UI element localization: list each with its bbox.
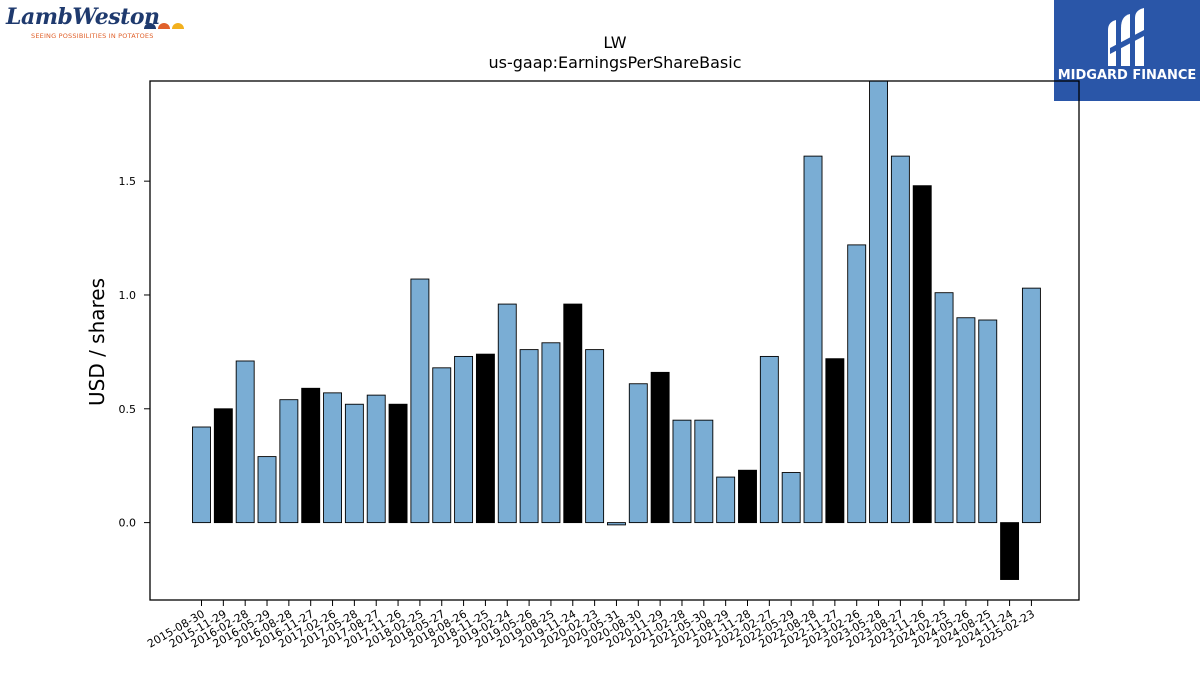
bar-2022-02-27 [759,355,779,524]
bar-2018-08-26 [454,355,474,524]
chart-subtitle: us-gaap:EarningsPerShareBasic [488,53,741,72]
bar-2018-11-25 [475,353,495,524]
bar-2025-02-23 [1021,287,1041,524]
lambweston-tagline: SEEING POSSIBILITIES IN POTATOES [31,32,154,40]
bar-2015-08-30 [192,426,211,524]
bar-2016-08-28 [279,399,299,524]
bars-group [192,80,1041,580]
bar-2019-05-26 [519,349,539,524]
midgard-mark-icon [1108,8,1144,66]
bar-2022-05-29 [781,472,801,524]
bar-2024-11-24 [1000,522,1020,580]
y-tick-label: 1.0 [119,289,137,302]
bar-2022-11-27 [825,358,845,524]
midgard-finance-wordmark: MIDGARD FINANCE [1057,68,1197,83]
potato-dots-icon [144,23,184,29]
x-ticks-group: 2015-08-302015-11-292016-02-282016-05-29… [145,600,1037,651]
lambweston-wordmark: LambWeston [6,4,160,30]
bar-2017-05-28 [344,403,364,524]
bar-2018-05-27 [432,367,452,524]
bar-2019-02-24 [497,303,517,524]
bar-2017-08-27 [366,394,386,524]
bar-2017-02-26 [323,392,342,524]
bar-2023-02-26 [847,244,867,524]
bar-2024-08-25 [978,319,998,524]
bar-2020-02-23 [585,349,605,524]
bar-2023-11-26 [912,185,932,524]
bar-2020-11-29 [650,371,670,524]
midgard-finance-logo: MIDGARD FINANCE [1054,0,1200,101]
bar-2018-02-25 [410,278,430,524]
bar-2019-11-24 [563,303,583,524]
lambweston-logo: LambWeston SEEING POSSIBILITIES IN POTAT… [4,4,189,44]
bar-2021-05-30 [694,419,714,524]
bar-2024-02-25 [934,292,954,524]
y-tick-label: 0.0 [119,517,137,530]
bar-2022-08-28 [803,155,823,524]
bar-2016-11-27 [301,387,321,524]
bar-2023-08-27 [890,155,910,524]
plot-frame [149,80,1080,601]
y-axis-label: USD / shares [85,278,109,406]
bar-2021-02-28 [672,419,692,524]
bar-2023-05-28 [869,80,888,524]
y-tick-label: 0.5 [119,403,137,416]
chart-title: LW [603,33,626,52]
bar-2019-08-25 [541,342,561,524]
y-tick-label: 1.5 [119,175,137,188]
bar-2015-11-29 [213,408,233,524]
bar-2017-11-26 [388,403,408,524]
y-ticks-group: 0.0 0.5 1.0 1.5 [119,175,150,530]
bar-2024-05-26 [956,317,976,524]
bar-2021-11-28 [738,469,757,524]
bar-2016-05-29 [257,456,277,524]
bar-2020-08-30 [628,383,648,524]
bar-2016-02-28 [235,360,255,524]
bar-2021-08-29 [716,476,736,524]
bar-2020-05-31 [607,522,626,526]
